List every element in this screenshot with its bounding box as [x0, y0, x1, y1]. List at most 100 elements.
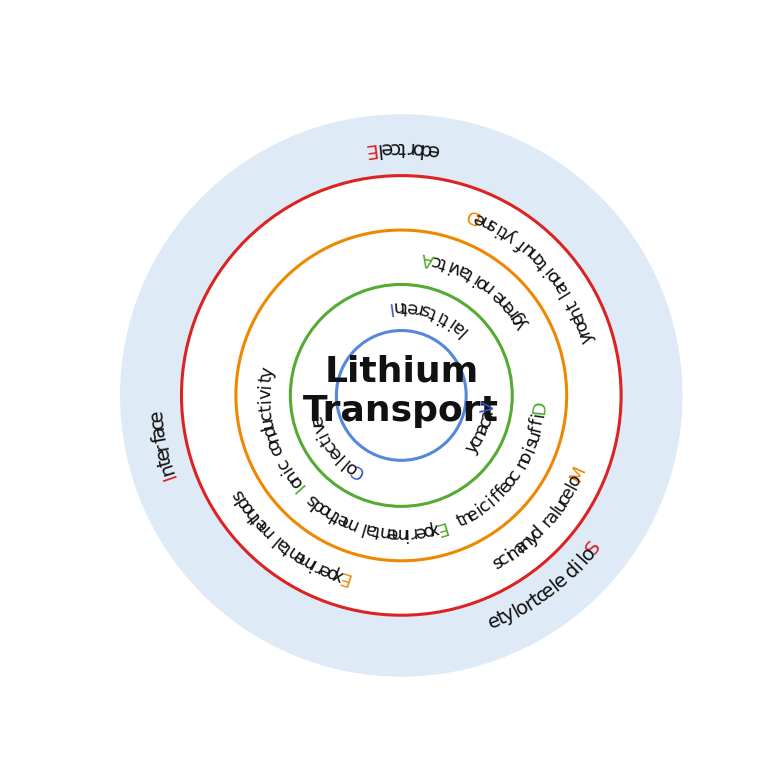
Text: u: u	[524, 428, 544, 445]
Text: t: t	[495, 608, 509, 629]
Text: n: n	[283, 541, 302, 563]
Text: e: e	[568, 309, 589, 327]
Text: r: r	[152, 440, 171, 453]
Text: m: m	[389, 524, 407, 542]
Text: f: f	[493, 483, 510, 500]
Text: o: o	[410, 138, 424, 158]
Text: d: d	[561, 560, 583, 582]
Text: r: r	[521, 594, 538, 615]
Text: e: e	[316, 559, 333, 580]
Text: I: I	[386, 298, 393, 316]
Text: l: l	[357, 518, 367, 536]
Text: e: e	[289, 546, 309, 567]
Text: t: t	[496, 222, 511, 241]
Text: o: o	[565, 471, 586, 489]
Text: e: e	[538, 580, 559, 602]
Text: m: m	[503, 539, 528, 564]
Text: e: e	[550, 570, 572, 593]
Text: a: a	[271, 532, 291, 554]
Text: n: n	[391, 298, 402, 316]
Text: t: t	[317, 432, 336, 448]
Text: n: n	[522, 243, 543, 264]
Text: l: l	[332, 449, 348, 465]
Text: i: i	[278, 462, 296, 476]
Text: e: e	[496, 476, 517, 496]
Text: i: i	[314, 428, 332, 440]
Text: n: n	[377, 522, 390, 541]
Text: i: i	[529, 411, 548, 419]
Text: s: s	[483, 214, 500, 234]
Text: a: a	[362, 519, 377, 539]
Text: c: c	[505, 466, 525, 485]
Text: x: x	[427, 519, 441, 539]
Text: l: l	[268, 530, 283, 547]
Text: e: e	[497, 296, 518, 316]
Text: p: p	[419, 521, 434, 540]
Text: m: m	[293, 547, 317, 572]
Text: i: i	[472, 502, 486, 519]
Text: f: f	[514, 235, 529, 253]
Text: t: t	[461, 265, 476, 283]
Text: t: t	[528, 590, 544, 610]
Text: i: i	[443, 255, 455, 274]
Text: e: e	[379, 138, 392, 158]
Text: e: e	[333, 509, 351, 530]
Text: i: i	[491, 218, 504, 236]
Text: I: I	[291, 478, 309, 494]
Text: s: s	[521, 435, 542, 451]
Text: l: l	[454, 323, 471, 340]
Text: r: r	[408, 523, 417, 542]
Text: r: r	[310, 557, 325, 576]
Text: a: a	[472, 420, 493, 437]
Text: e: e	[308, 413, 328, 428]
Text: d: d	[417, 139, 431, 159]
Text: o: o	[516, 448, 536, 465]
Text: o: o	[264, 435, 284, 452]
Text: o: o	[513, 597, 532, 619]
Text: n: n	[262, 428, 282, 445]
Text: m: m	[253, 516, 278, 541]
Text: p: p	[322, 562, 340, 583]
Text: c: c	[257, 409, 276, 421]
Text: l: l	[374, 139, 381, 158]
Text: t: t	[534, 254, 552, 272]
Text: c: c	[495, 550, 513, 570]
Text: r: r	[405, 138, 413, 157]
Text: n: n	[469, 426, 490, 444]
Text: t: t	[257, 404, 275, 413]
Text: t: t	[426, 302, 438, 322]
Text: c: c	[466, 432, 486, 450]
Text: l: l	[337, 453, 353, 471]
Text: r: r	[503, 303, 521, 320]
Text: y: y	[510, 314, 531, 333]
Text: t: t	[371, 521, 381, 540]
Text: t: t	[257, 375, 276, 384]
Text: A: A	[420, 249, 436, 269]
Text: v: v	[310, 419, 330, 435]
Text: a: a	[477, 407, 497, 422]
Text: y: y	[500, 604, 518, 626]
Text: o: o	[542, 265, 563, 284]
Text: e: e	[384, 523, 397, 542]
Text: l: l	[563, 480, 581, 493]
Text: u: u	[258, 415, 278, 430]
Text: i: i	[433, 305, 445, 324]
Text: y: y	[258, 366, 277, 379]
Text: m: m	[337, 511, 360, 534]
Text: c: c	[554, 490, 575, 508]
Text: S: S	[582, 537, 604, 558]
Text: i: i	[444, 313, 459, 331]
Text: t: t	[562, 298, 582, 312]
Text: a: a	[447, 316, 467, 337]
Text: t: t	[279, 539, 295, 557]
Text: y: y	[462, 438, 482, 456]
Text: r: r	[538, 514, 557, 531]
Text: Lithium
Transport: Lithium Transport	[303, 355, 500, 428]
Text: C: C	[347, 460, 367, 482]
Text: c: c	[266, 442, 287, 458]
Text: y: y	[522, 528, 543, 548]
Text: o: o	[500, 471, 521, 491]
Text: o: o	[571, 316, 591, 333]
Text: r: r	[574, 324, 594, 337]
Circle shape	[121, 115, 682, 676]
